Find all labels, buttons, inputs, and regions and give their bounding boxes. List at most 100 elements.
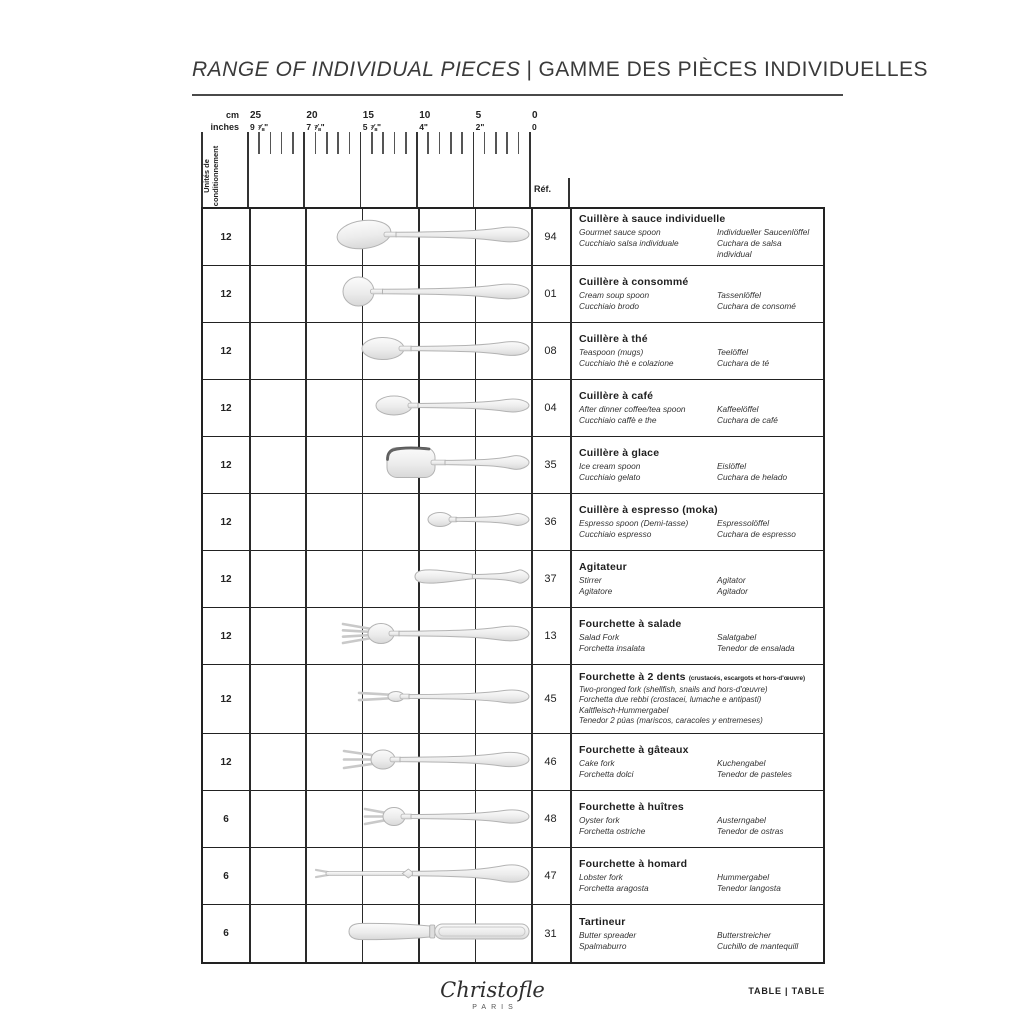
table-row: 12 04 Cuillère à café After dinner coffee…: [203, 380, 823, 437]
ruler-tick-minor: [325, 132, 328, 154]
item-title: Cuillère à thé: [579, 332, 648, 345]
translation-line: Tenedor 2 púas (mariscos, caracoles y en…: [579, 716, 763, 726]
name-en: Teaspoon (mugs): [579, 346, 644, 357]
ruler-tick-minor: [404, 132, 407, 154]
item-title: Cuillère à consommé: [579, 275, 689, 288]
table-row: 12 35 Cuillère à glace Ice cream spoon Cuc…: [203, 437, 823, 494]
spoon-small-photo: [374, 384, 531, 433]
ref-cell: 04: [544, 402, 557, 414]
name-it: Cucchiaio thè e colazione: [579, 358, 674, 368]
translation-line: Kaltfleisch-Hummergabel: [579, 706, 669, 715]
description-cell: Fourchette à huîtres Oyster fork Forchett…: [579, 801, 817, 837]
description-cell: Fourchette à homard Lobster fork Forchett…: [579, 858, 817, 894]
name-de: Butterstreicher: [717, 929, 771, 940]
ruler-mark-cm: 0: [532, 110, 538, 121]
spreader-photo: [347, 909, 531, 958]
item-title-note: (crustacés, escargots et hors-d'œuvre): [688, 675, 806, 683]
ruler-unit-inches-label: inches: [210, 122, 239, 132]
footer-section-label: TABLE | TABLE: [748, 986, 825, 996]
ref-column-label: Réf.: [534, 184, 552, 194]
table-row: 12 13 Fourchette à salade Salad Fork Forch…: [203, 608, 823, 665]
item-title: Cuillère à sauce individuelle: [579, 213, 726, 226]
table-row: 12 46 Fourchette à gâteaux Cake fork Forch…: [203, 734, 823, 791]
name-de: Kuchengabel: [717, 757, 766, 768]
ruler-mark-inches: 7 ⅞": [306, 122, 325, 132]
description-cell: Cuillère à glace Ice cream spoon Cucchiai…: [579, 447, 817, 483]
item-translations: Espresso spoon (Demi-tasse) Cucchiaio esp…: [579, 518, 817, 540]
name-de: Salatgabel: [717, 631, 757, 642]
catalog-table: cm inches Unités de conditionnement Réf.…: [201, 108, 825, 964]
name-es: Cuchillo de mantequill: [717, 940, 799, 951]
ruler-tick-major: [472, 132, 475, 207]
lobster-fork-photo: [312, 852, 531, 901]
description-cell: Fourchette à 2 dents (crustacés, escargo…: [579, 671, 817, 727]
ruler-tick-minor: [438, 132, 441, 154]
table-vertical-gridline: [474, 209, 477, 962]
name-es: Tenedor langosta: [717, 883, 781, 893]
packaging-qty-cell: 12: [220, 402, 232, 414]
name-es: Cuchara de consomé: [717, 301, 796, 311]
ruler-mark-cm: 15: [362, 110, 374, 121]
name-en: Butter spreader: [579, 929, 637, 940]
table-left-border-header: [201, 132, 203, 207]
name-en: Cake fork: [579, 757, 615, 768]
ruler-unit-cm-label: cm: [225, 110, 239, 120]
ruler-tick-minor: [450, 132, 452, 154]
packaging-qty-cell: 6: [223, 928, 229, 939]
item-title: Cuillère à glace: [579, 446, 660, 459]
brand-logo: Christofle PARIS: [420, 978, 565, 1011]
fork-3-short-photo: [361, 795, 531, 844]
name-en: Espresso spoon (Demi-tasse): [579, 517, 689, 528]
spoon-shovel-photo: [385, 441, 531, 490]
ref-cell: 48: [544, 813, 557, 825]
name-de: Hummergabel: [717, 871, 770, 882]
name-it: Forchetta dolci: [579, 769, 634, 779]
ruler-mark-cm: 5: [475, 110, 482, 121]
translation-line: Forchetta due rebbi (crostacei, lumache …: [579, 695, 762, 705]
ruler-mark-inches: 2": [475, 122, 485, 132]
name-it: Cucchiaio espresso: [579, 529, 652, 539]
table-row: 12 36 Cuillère à espresso (moka) Espresso…: [203, 494, 823, 551]
page-title-english: RANGE OF INDIVIDUAL PIECES: [192, 58, 521, 81]
item-translations: Oyster fork Forchetta ostriche Austerngab…: [579, 815, 817, 837]
item-translations: Cake fork Forchetta dolci Kuchengabel Tene…: [579, 758, 817, 780]
ref-cell: 01: [544, 288, 557, 300]
ruler-mark-inches: 0: [532, 122, 537, 132]
ruler-tick-minor: [517, 132, 520, 154]
packaging-qty-cell: 12: [220, 345, 232, 357]
ref-cell: 45: [544, 693, 557, 705]
name-it: Forchetta ostriche: [579, 826, 646, 836]
spoon-wide-photo: [335, 213, 531, 262]
translation-line: Two-pronged fork (shellfish, snails and …: [579, 685, 768, 695]
ruler-mark-inches: 5 ⅞": [362, 122, 382, 132]
item-title: Fourchette à gâteaux: [579, 743, 689, 756]
item-translations: Cream soup spoon Cucchiaio brodo Tassenlö…: [579, 290, 817, 312]
name-it: Spalmaburro: [579, 940, 627, 951]
table-row: 6 31 Tartineur Butter spreader Spalmaburro…: [203, 905, 823, 962]
name-it: Agitatore: [579, 586, 613, 596]
ruler-tick-minor: [314, 132, 317, 154]
name-en: Cream soup spoon: [579, 289, 650, 300]
ruler-tick-minor: [393, 132, 396, 154]
ruler-tick-major: [247, 132, 249, 207]
name-en: Lobster fork: [579, 871, 623, 882]
table-body: 12 94 Cuillère à sauce individuelle Gourm…: [201, 207, 825, 964]
item-translations: Stirrer Agitatore Agitator Agitador: [579, 575, 817, 597]
ruler-tick-minor: [337, 132, 339, 154]
item-title: Tartineur: [579, 915, 626, 928]
table-vertical-gridline: [418, 209, 420, 962]
ref-cell: 31: [544, 927, 557, 940]
name-es: Cuchara de café: [717, 415, 778, 425]
name-it: Cucchiaio gelato: [579, 472, 641, 482]
ruler-tick-major: [359, 132, 362, 207]
fork-2-photo: [355, 675, 531, 724]
title-separator: |: [526, 58, 533, 81]
name-en: Salad Fork: [579, 631, 620, 642]
name-es: Cuchara de salsa individual: [717, 238, 782, 260]
description-cell: Agitateur Stirrer Agitatore Agitator Agita…: [579, 561, 817, 597]
packaging-qty-cell: 12: [220, 630, 232, 642]
name-es: Tenedor de ostras: [717, 826, 784, 836]
description-cell: Tartineur Butter spreader Spalmaburro But…: [579, 915, 817, 951]
packaging-qty-cell: 12: [220, 573, 232, 585]
